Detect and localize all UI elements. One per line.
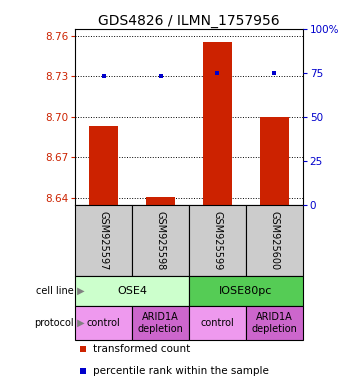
Bar <box>246 306 303 340</box>
Text: control: control <box>201 318 234 328</box>
Text: OSE4: OSE4 <box>117 286 147 296</box>
Bar <box>146 197 175 205</box>
Bar <box>246 205 303 276</box>
Text: GSM925598: GSM925598 <box>155 211 166 270</box>
Text: percentile rank within the sample: percentile rank within the sample <box>93 366 270 376</box>
Bar <box>90 126 118 205</box>
Text: ARID1A
depletion: ARID1A depletion <box>251 313 297 334</box>
Text: cell line: cell line <box>36 286 74 296</box>
Text: GSM925599: GSM925599 <box>212 211 223 270</box>
Text: ARID1A
depletion: ARID1A depletion <box>138 313 183 334</box>
Text: GSM925597: GSM925597 <box>99 210 109 270</box>
Bar <box>260 117 288 205</box>
Text: ▶: ▶ <box>74 318 85 328</box>
Bar <box>189 205 246 276</box>
Bar <box>75 205 132 276</box>
Bar <box>203 42 232 205</box>
Bar <box>189 306 246 340</box>
Title: GDS4826 / ILMN_1757956: GDS4826 / ILMN_1757956 <box>98 14 280 28</box>
Bar <box>189 276 303 306</box>
Bar <box>132 306 189 340</box>
Bar <box>75 306 132 340</box>
Bar <box>75 276 189 306</box>
Text: protocol: protocol <box>35 318 74 328</box>
Text: transformed count: transformed count <box>93 344 191 354</box>
Bar <box>132 205 189 276</box>
Text: control: control <box>87 318 120 328</box>
Text: ▶: ▶ <box>74 286 85 296</box>
Text: IOSE80pc: IOSE80pc <box>219 286 273 296</box>
Text: GSM925600: GSM925600 <box>269 211 279 270</box>
